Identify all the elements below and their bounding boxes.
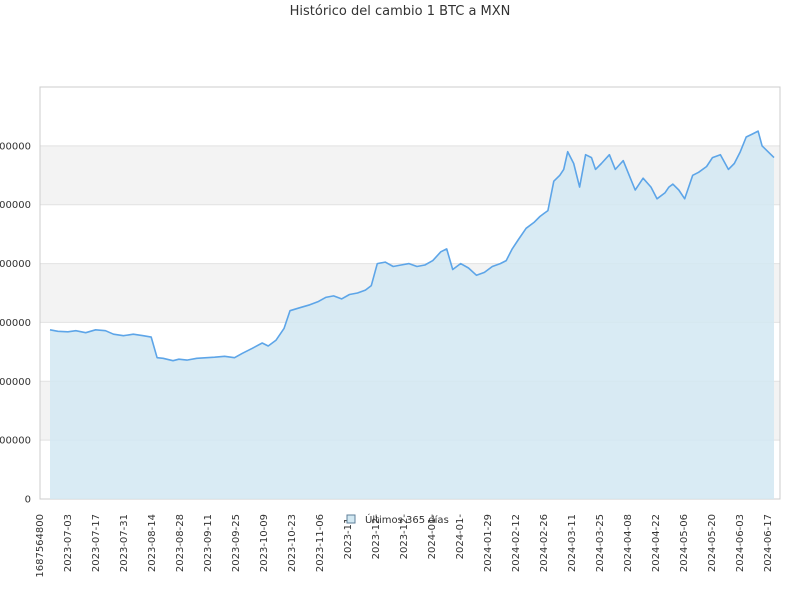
x-tick-label: 2024-06-17 [763, 514, 774, 572]
x-tick-label: 2024-03-11 [567, 514, 578, 572]
x-tick-label: 1687564800 [35, 514, 46, 578]
x-tick-label: 2024-05-20 [707, 514, 718, 572]
y-tick-label: 400000 [0, 377, 31, 388]
x-tick-label: 2023-12- [399, 514, 410, 560]
x-tick-label: 2023-08-28 [175, 514, 186, 572]
x-tick-label: 2024-04-08 [623, 514, 634, 572]
y-axis: 0 200000 400000 600000 800000 1000000 1200000 [0, 141, 31, 505]
x-tick-label: 2024-01- [427, 514, 438, 560]
x-tick-label: 2024-02-12 [511, 514, 522, 572]
x-tick-label: 2023-12- [371, 514, 382, 560]
x-tick-label: 2024-01-29 [483, 514, 494, 572]
x-tick-label: 2024-01- [455, 514, 466, 560]
x-tick-label: 2023-07-03 [63, 514, 74, 572]
plot-band [40, 145, 780, 205]
series-area [50, 131, 774, 499]
series-layer [49, 130, 775, 499]
x-tick-label: 2023-08-14 [147, 514, 158, 572]
x-tick-label: 2024-05-06 [679, 514, 690, 572]
x-tick-label: 2023-07-17 [91, 514, 102, 572]
x-tick-label: 2023-07-31 [119, 514, 130, 572]
x-tick-label: 2024-02-26 [539, 514, 550, 572]
x-tick-label: 2023-11- [343, 514, 354, 560]
x-tick-label: 2023-09-25 [231, 514, 242, 572]
y-tick-label: 0 [25, 495, 31, 506]
y-tick-label: 600000 [0, 318, 31, 329]
x-tick-label: 2023-11-06 [315, 514, 326, 572]
series-line [49, 130, 775, 362]
x-tick-label: 2023-09-11 [203, 514, 214, 572]
y-tick-label: 1200000 [0, 141, 31, 152]
x-tick-label: 2023-10-23 [287, 514, 298, 572]
y-tick-label: 800000 [0, 259, 31, 270]
x-tick-label: 2024-06-03 [735, 514, 746, 572]
y-tick-label: 200000 [0, 436, 31, 447]
x-axis: 1687564800 2023-07-03 2023-07-17 2023-07-31… [35, 514, 774, 578]
y-tick-label: 1000000 [0, 200, 31, 211]
x-tick-label: 2024-04-22 [651, 514, 662, 572]
x-tick-label: 2023-10-09 [259, 514, 270, 572]
x-tick-label: 2024-03-25 [595, 514, 606, 572]
legend-swatch[interactable] [346, 514, 356, 524]
legend[interactable]: Últimos 365 días [346, 513, 449, 526]
legend-label[interactable]: Últimos 365 días [365, 513, 449, 526]
chart-title: Histórico del cambio 1 BTC a MXN [290, 4, 511, 19]
